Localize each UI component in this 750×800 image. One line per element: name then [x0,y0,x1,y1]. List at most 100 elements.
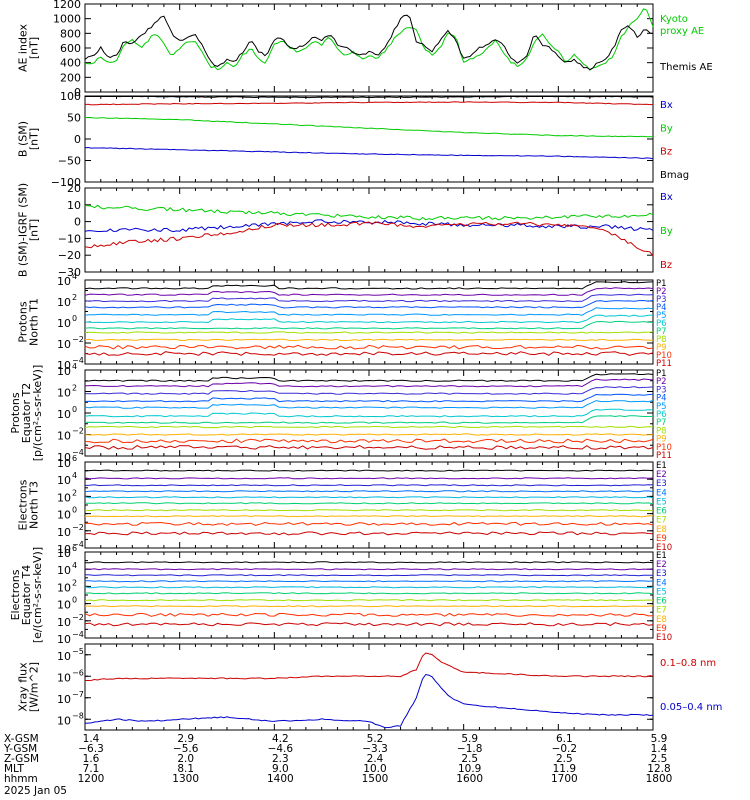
xray-frame [84,643,654,731]
y-axis-label: B (SM) [17,121,30,157]
y-tick-label: −50 [58,155,81,168]
legend-item: E2 [656,560,667,570]
y-axis-label: Equator T2 [20,383,33,443]
y-axis-label: [p/(cm²-s-sr-keV)] [31,365,44,462]
series-line-bz [84,221,654,257]
orbit-value: −5.6 [173,743,199,755]
y-tick-exponent: 4 [72,561,77,570]
legend-item: P8 [656,335,667,345]
series-line-p10 [84,344,654,350]
orbit-value: 12.8 [647,763,670,775]
legend-item: P2 [656,377,667,387]
orbit-value: 10.9 [458,763,481,775]
series-line-p8 [84,331,654,334]
y-tick-exponent: 2 [72,293,77,302]
series-line-bmag [85,95,654,99]
series-line-e1 [84,469,654,472]
series-line-e4 [84,490,654,493]
y-tick-label: 800 [60,27,81,40]
y-tick-exponent: −4 [72,540,84,549]
series-line-e8 [84,515,654,518]
legend-item: Bz [660,147,672,158]
y-tick-label: 10 [57,633,71,646]
y-tick-exponent: 4 [72,272,77,281]
y-axis-label: Xray flux [17,662,30,712]
y-tick-label: 10 [57,543,71,556]
series-line-p8 [84,425,654,429]
y-tick-label: 0 [74,133,81,146]
y-tick-label: 10 [57,564,71,577]
y-tick-exponent: −8 [72,711,84,720]
series-line-e9 [84,521,654,526]
legend-item: By [660,123,673,134]
orbit-value: −6.3 [78,743,104,755]
series-line-e2 [84,477,654,480]
series-line-p7 [84,415,654,424]
orbit-value: 11.9 [553,763,576,775]
y-tick-label: 10 [57,451,71,464]
orbit-row-label: X-GSM [4,733,39,745]
legend-item: P8 [656,426,667,436]
legend-item: E4 [656,488,667,498]
series-line-p9 [84,433,654,436]
orbit-value: 9.0 [272,763,289,775]
y-tick-label: 10 [57,599,71,612]
y-tick-exponent: 2 [72,578,77,587]
y-tick-exponent: −2 [72,427,84,436]
legend-item: P4 [656,303,667,313]
orbit-row-label: Z-GSM [4,753,39,765]
orbit-value: −1.8 [457,743,483,755]
ae-frame [84,3,654,93]
y-axis-label: Protons [9,392,22,433]
legend-item: E5 [656,497,667,507]
series-line-e5 [84,496,654,499]
orbit-value: 7.1 [83,763,100,775]
y-tick-exponent: −7 [72,690,84,699]
y-tick-label: −30 [58,266,81,279]
orbit-value: 2.5 [651,753,668,765]
y-tick-label: 10 [67,199,81,212]
y-tick-exponent: −4 [72,630,84,639]
orbit-value: 2.3 [272,753,289,765]
y-tick-exponent: −5 [72,647,84,656]
panel-bdiff: B (SM)-IGRF (SM)[nT] −30 −20 −10 0 10 20 Bx By Bz [17,182,673,279]
y-axis-label: AE index [17,23,30,72]
series-line-e10 [84,622,654,627]
series-line-p2 [84,287,654,296]
legend-item: P6 [656,319,667,329]
series-line-e3 [84,574,653,577]
legend: Bx By Bz [660,192,673,271]
series-line-e2 [84,568,654,571]
orbit-value: 1800 [646,773,673,785]
bsm-frame [84,95,654,183]
y-tick-exponent: 4 [72,471,77,480]
y-tick-exponent: 0 [72,405,77,414]
orbit-value: −3.3 [362,743,388,755]
orbit-value: 1400 [267,773,294,785]
legend-item: P2 [656,287,667,297]
y-tick-exponent: −4 [72,356,84,365]
y-tick-label: 10 [57,387,71,400]
orbit-value: 5.2 [367,733,384,745]
series-line-p3 [84,386,654,395]
y-tick-exponent: 0 [72,314,77,323]
legend-item: E1 [656,551,667,561]
y-tick-exponent: −2 [72,335,84,344]
orbit-value: 5.9 [651,733,668,745]
y-tick-exponent: −6 [72,668,84,677]
orbit-value: 10.0 [363,763,386,775]
y-axis-label: [nT] [28,219,41,241]
legend-item: E5 [656,587,667,597]
y-tick-label: 100 [60,90,81,103]
series-line-e6 [85,502,654,505]
y-axis-label: Equator T4 [20,565,33,625]
legend-item: E9 [656,624,667,634]
legend: 0.1–0.8 nm 0.05–0.4 nm [660,658,722,713]
bdiff-frame [84,187,654,273]
series-line-0-05-0-4-nm [84,673,654,729]
series-line-e1 [84,561,654,564]
y-tick-label: 10 [57,317,71,330]
